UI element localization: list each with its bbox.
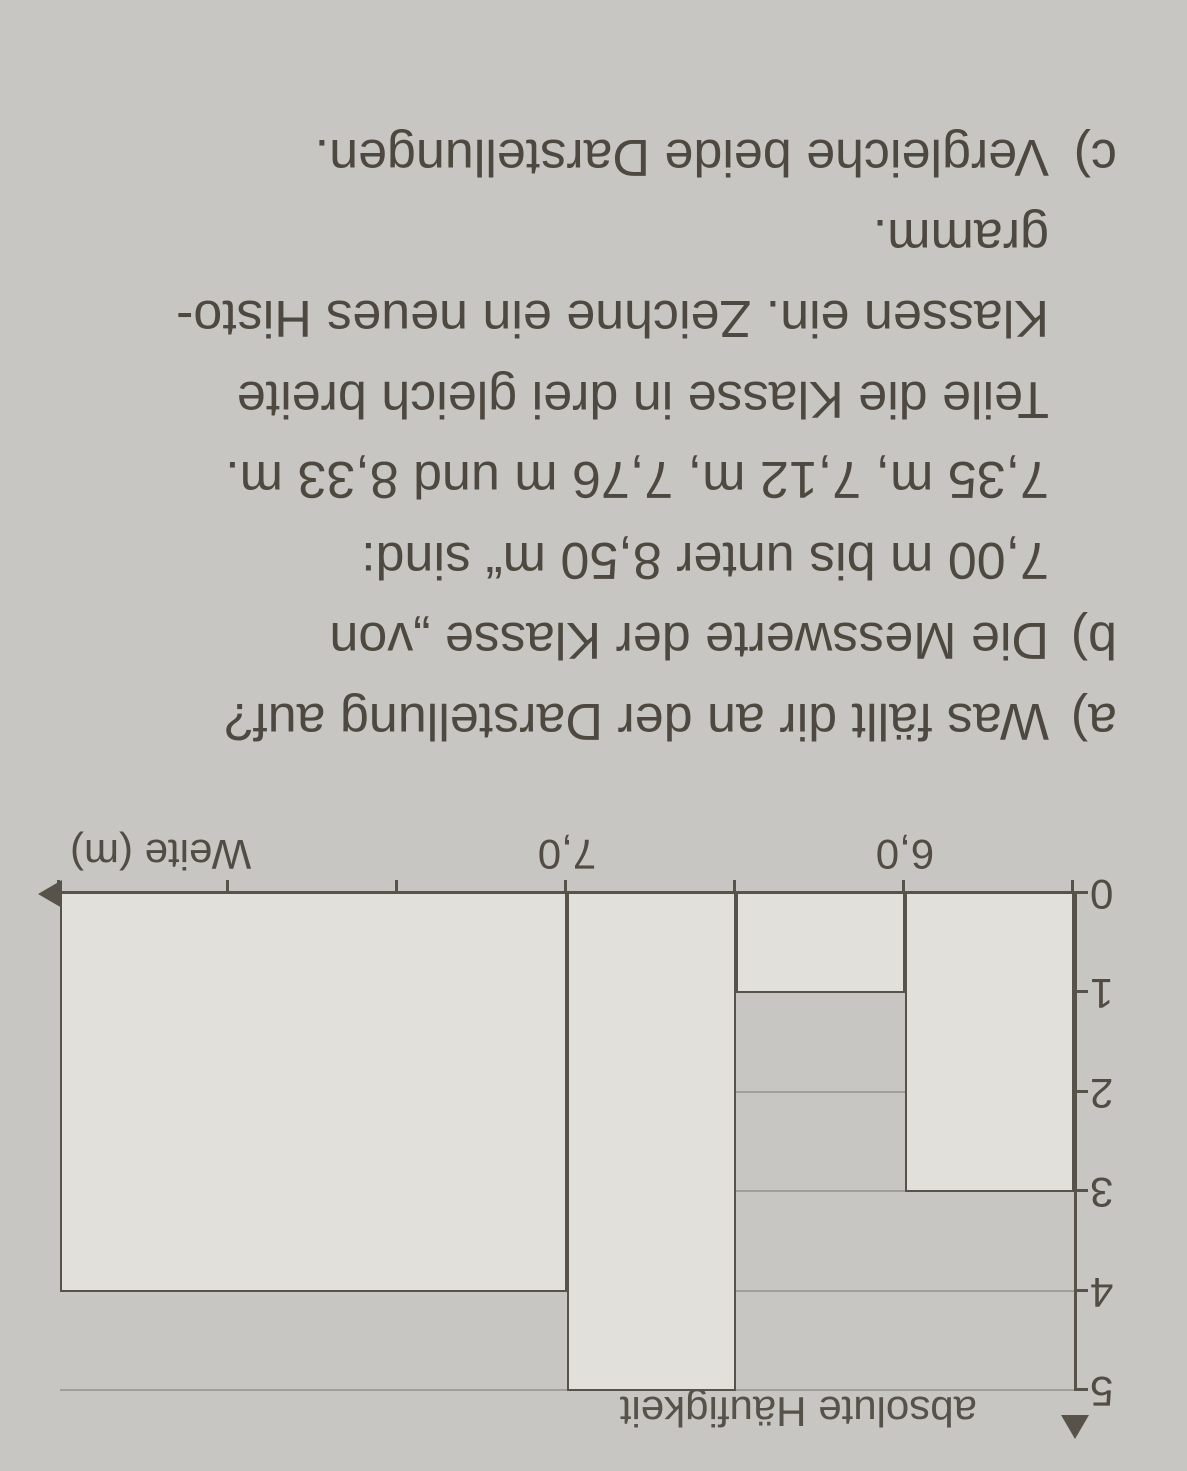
question-a: a) Was fällt dir an der Darstellung auf? — [60, 680, 1117, 761]
x-tick — [564, 880, 567, 894]
histogram-chart: absolute Häufigkeit Weite (m) 0123456,07… — [60, 811, 1077, 1431]
y-tick — [1074, 1388, 1088, 1391]
question-line: Klassen ein. Zeichne ein neues Histo- — [60, 277, 1049, 358]
x-axis-title: Weite (m) — [70, 830, 251, 878]
question-marker: c) — [1049, 116, 1117, 197]
histogram-bar — [567, 894, 736, 1391]
y-tick-label: 5 — [1090, 1367, 1134, 1415]
histogram-bar — [905, 894, 1074, 1192]
question-marker: b) — [1049, 197, 1117, 681]
histogram-bar — [60, 894, 567, 1292]
x-tick — [226, 880, 229, 894]
question-line: 7,35 m, 7,12 m, 7,76 m und 8,33 m. — [60, 439, 1049, 520]
question-marker: a) — [1049, 680, 1117, 761]
question-c: c) Vergleiche beide Darstellungen. — [60, 116, 1117, 197]
question-line: Die Messwerte der Klasse „von — [60, 600, 1049, 681]
x-tick — [902, 880, 905, 894]
question-b: b) Die Messwerte der Klasse „von 7,00 m … — [60, 197, 1117, 681]
y-tick — [1074, 891, 1088, 894]
question-line: gramm. — [60, 197, 1049, 278]
x-tick-label: 6,0 — [876, 830, 934, 878]
x-tick — [57, 880, 60, 894]
y-tick — [1074, 1289, 1088, 1292]
histogram-bar — [736, 894, 905, 993]
y-tick-label: 4 — [1090, 1268, 1134, 1316]
question-line: Teile die Klasse in drei gleich breite — [60, 358, 1049, 439]
y-tick-label: 0 — [1090, 870, 1134, 918]
y-tick — [1074, 1189, 1088, 1192]
y-tick — [1074, 990, 1088, 993]
x-tick — [395, 880, 398, 894]
question-text: Vergleiche beide Darstellungen. — [60, 116, 1049, 197]
question-line: 7,00 m bis unter 8,50 m“ sind: — [60, 519, 1049, 600]
questions-block: a) Was fällt dir an der Darstellung auf?… — [40, 116, 1147, 761]
plot-area: Weite (m) 0123456,07,0 — [60, 891, 1077, 1391]
y-axis-title: absolute Häufigkeit — [620, 1387, 977, 1435]
y-axis-arrow-icon — [1061, 1415, 1089, 1439]
y-tick-label: 3 — [1090, 1168, 1134, 1216]
y-tick — [1074, 1090, 1088, 1093]
x-tick — [1071, 880, 1074, 894]
question-text: Was fällt dir an der Darstellung auf? — [60, 680, 1049, 761]
y-tick-label: 2 — [1090, 1069, 1134, 1117]
x-tick-label: 7,0 — [538, 830, 596, 878]
y-tick-label: 1 — [1090, 969, 1134, 1017]
x-tick — [733, 880, 736, 894]
